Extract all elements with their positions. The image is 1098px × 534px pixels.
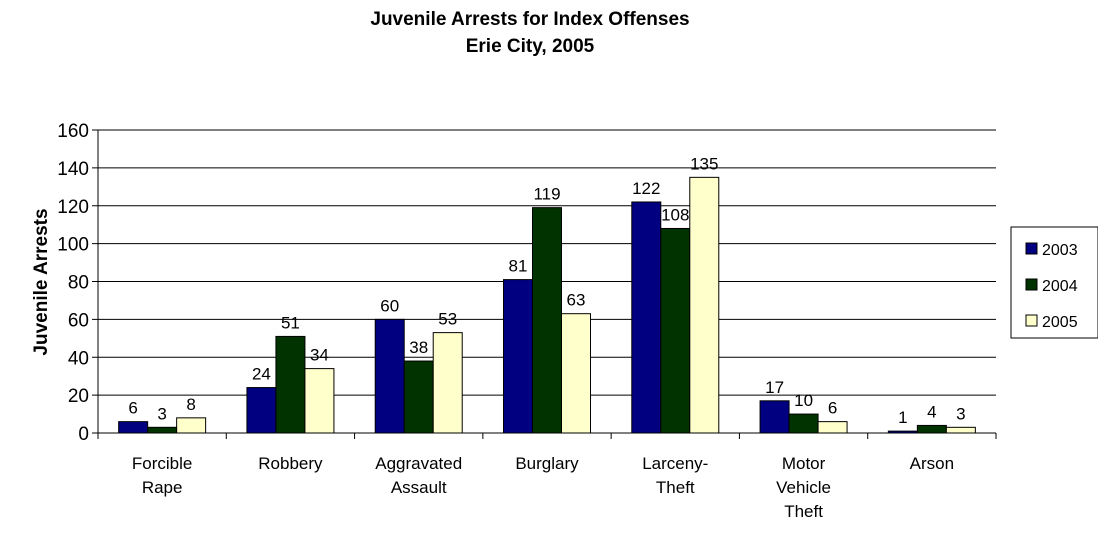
bar-2004-1 [275,335,306,434]
chart-subtitle: Erie City, 2005 [466,36,595,57]
data-label-2003-2: 60 [380,296,399,315]
bar-2004-5 [788,413,819,434]
x-tick-label-line: Arson [910,454,954,473]
axes [92,129,997,439]
data-label-2005-5: 6 [828,399,837,418]
y-tick-label-80: 80 [68,273,89,294]
y-tick-label-140: 140 [57,159,89,180]
y-tick-label-40: 40 [68,348,89,369]
data-label-2004-5: 10 [794,391,813,410]
bar-2004-0 [147,426,178,434]
x-tick-label-1: Robbery [258,454,323,473]
y-tick-label-20: 20 [68,386,89,407]
x-tick-label-line: Assault [391,478,447,497]
bar-2004-2 [403,360,434,434]
legend-swatch-2005 [1025,314,1038,327]
data-label-2003-0: 6 [128,399,137,418]
x-tick-label-line: Motor [782,454,826,473]
bar-2005-2 [432,332,463,434]
data-label-2003-1: 24 [252,365,271,384]
y-tick-label-160: 160 [57,121,89,142]
data-label-2005-3: 63 [567,291,586,310]
y-axis-title: Juvenile Arrests [31,208,52,355]
data-label-2003-3: 81 [509,257,528,276]
bar-2005-3 [561,313,591,434]
bar-2003-4 [631,201,662,434]
legend-label-2005: 2005 [1042,314,1078,331]
data-label-2004-3: 119 [533,185,560,204]
x-tick-label-2: Aggravated Assault [375,454,462,497]
bar-2004-4 [660,227,691,434]
x-tick-label-line: Vehicle [776,478,831,497]
bar-2005-0 [176,417,207,434]
bar-2003-1 [246,387,277,434]
bar-2005-5 [817,421,848,434]
bar-2004-6 [916,424,947,434]
data-label-2005-0: 8 [186,395,195,414]
legend-swatch-2004 [1025,278,1038,291]
data-label-2005-1: 34 [310,346,329,365]
bar-2005-1 [304,368,335,434]
bar-2003-0 [118,421,149,434]
x-tick-label-0: Forcible Rape [132,454,192,497]
x-tick-label-3: Burglary [515,454,579,473]
data-label-2003-4: 122 [632,179,660,198]
y-tick-label-120: 120 [57,197,89,218]
bar-2003-5 [759,400,790,434]
legend-label-2004: 2004 [1042,278,1078,295]
legend-swatch-2003 [1025,242,1038,255]
chart-title: Juvenile Arrests for Index Offenses [370,9,689,30]
data-label-2003-5: 17 [765,378,784,397]
data-label-2004-4: 108 [661,205,689,224]
data-label-2005-4: 135 [690,154,718,173]
legend-label-2003: 2003 [1042,242,1078,259]
x-tick-label-line: Larceny- [642,454,708,473]
bar-2003-2 [374,318,405,434]
x-tick-label-line: Rape [142,478,183,497]
x-tick-label-5: Motor Vehicle Theft [776,454,831,521]
x-tick-label-line: Aggravated [375,454,462,473]
y-tick-label-0: 0 [78,424,89,445]
bar-2005-6 [945,426,976,434]
x-tick-label-line: Theft [784,502,823,521]
x-tick-label-line: Forcible [132,454,192,473]
legend: 2003 2004 2005 [1010,226,1098,339]
bar-2003-3 [503,279,533,434]
bar-2005-4 [689,176,720,434]
data-label-2004-2: 38 [409,338,428,357]
data-label-2004-0: 3 [157,404,166,423]
y-tick-label-100: 100 [57,235,89,256]
data-label-2005-6: 3 [956,404,965,423]
x-tick-label-line: Burglary [515,454,579,473]
x-tick-label-6: Arson [910,454,954,473]
bar-2004-3 [532,207,562,434]
x-tick-label-line: Theft [656,478,695,497]
data-label-2005-2: 53 [438,310,457,329]
y-tick-label-60: 60 [68,310,89,331]
x-tick-label-4: Larceny- Theft [642,454,708,497]
x-tick-label-line: Robbery [258,454,323,473]
data-label-2004-6: 4 [927,402,936,421]
data-label-2004-1: 51 [281,313,300,332]
data-label-2003-6: 1 [898,408,907,427]
